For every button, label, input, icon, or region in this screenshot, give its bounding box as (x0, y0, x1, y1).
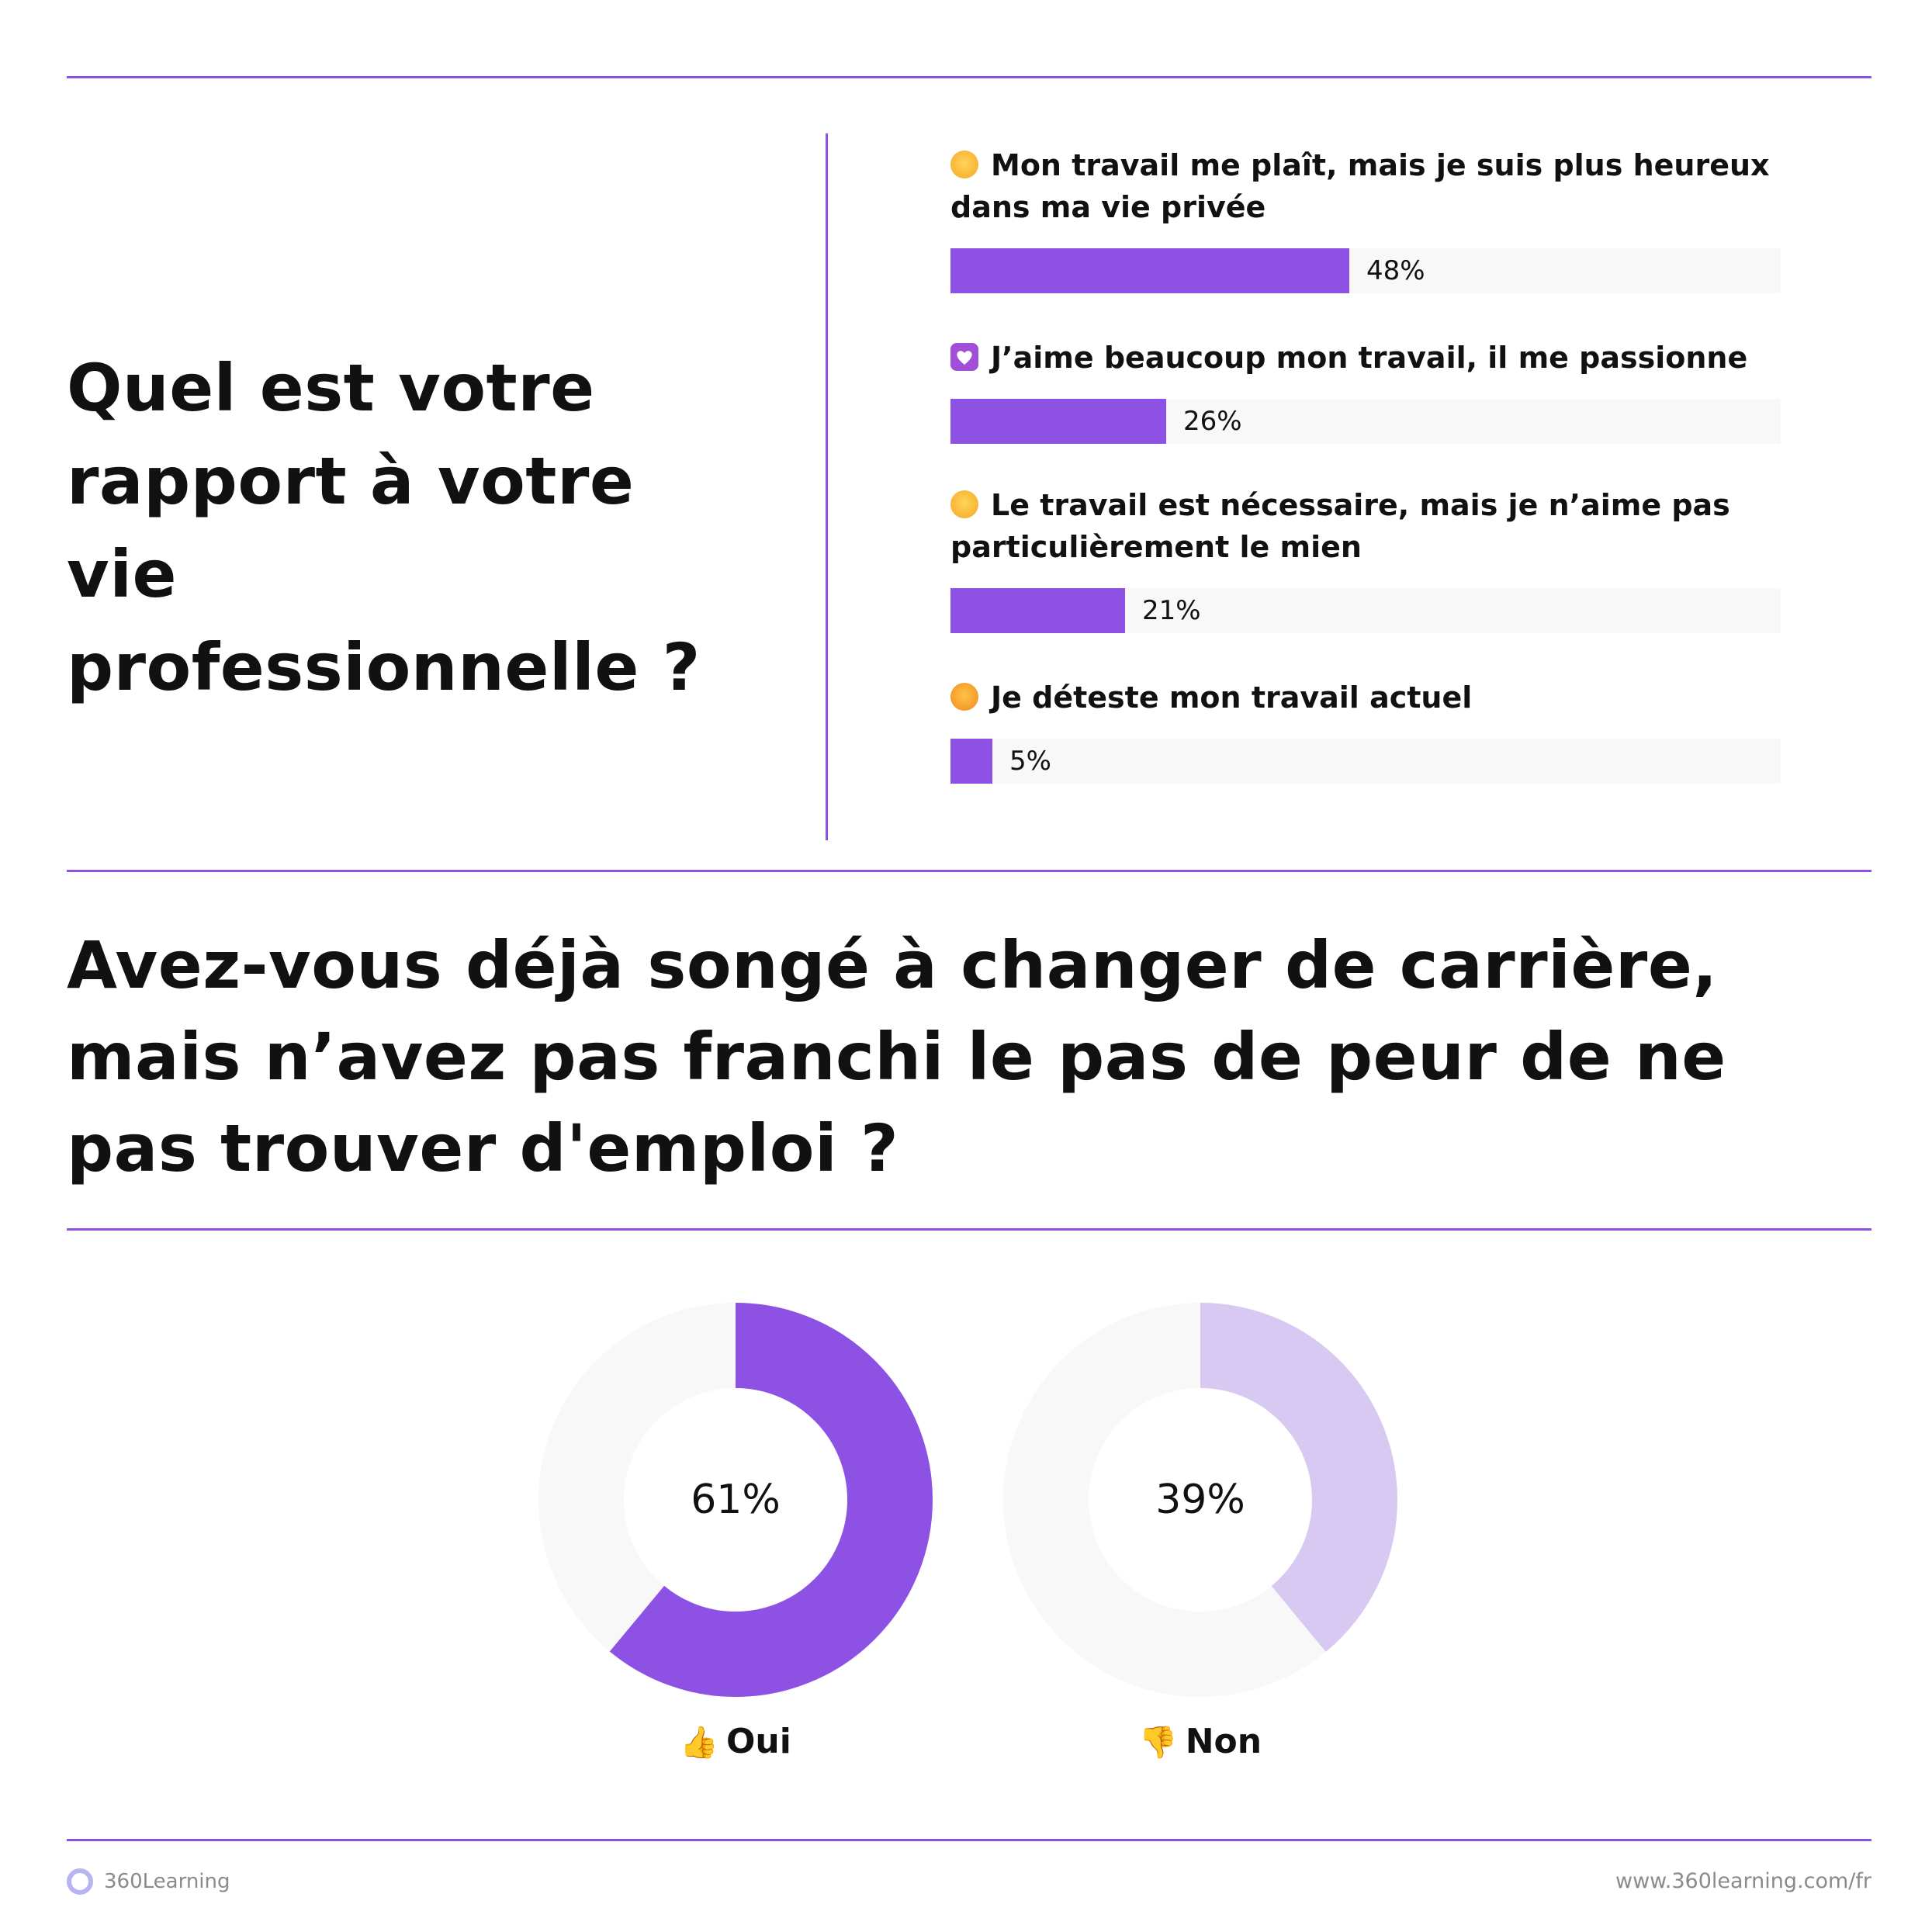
bar-track-4: 5% (950, 739, 1781, 784)
bar-label-2-text: J’aime beaucoup mon travail, il me passi… (991, 341, 1748, 375)
donut-non-value: 39% (1155, 1477, 1245, 1523)
donut-oui-label: 👍 Oui (619, 1719, 852, 1766)
bar-label-1: Mon travail me plaît, mais je suis plus … (950, 144, 1781, 228)
bar-track-2: 26% (950, 399, 1781, 444)
bar-track-3: 21% (950, 588, 1781, 633)
footer-url[interactable]: www.360learning.com/fr (1615, 1869, 1871, 1893)
bar-track-1: 48% (950, 248, 1781, 293)
bar-label-4-text: Je déteste mon travail actuel (991, 680, 1473, 715)
top-divider (67, 76, 1871, 78)
smiling-face-icon (950, 151, 978, 178)
donut-oui-arc (538, 1303, 933, 1697)
donut-oui-value: 61% (691, 1477, 781, 1523)
thumbs-down-icon: 👎 (1138, 1725, 1178, 1761)
donut-non-label: 👎 Non (1084, 1719, 1317, 1766)
donut-oui-svg (538, 1303, 933, 1697)
bar-item-1: Mon travail me plaît, mais je suis plus … (950, 144, 1781, 293)
donut-non: 39% (1002, 1302, 1398, 1698)
angry-face-icon (950, 683, 978, 711)
bottom-divider (67, 1839, 1871, 1841)
question-1-title: Quel est votre rapport à votre vie profe… (67, 350, 701, 705)
donut-non-arc (1003, 1303, 1397, 1697)
footer-logo[interactable]: 360Learning (67, 1862, 230, 1901)
bar-label-1-text: Mon travail me plaît, mais je suis plus … (950, 148, 1770, 224)
bar-item-2: J’aime beaucoup mon travail, il me passi… (950, 337, 1781, 444)
bar-1 (950, 248, 1349, 293)
bar-value-4: 5% (1009, 746, 1051, 777)
bar-label-3-text: Le travail est nécessaire, mais je n’aim… (950, 488, 1730, 564)
neutral-face-icon (950, 490, 978, 518)
bar-item-4: Je déteste mon travail actuel 5% (950, 677, 1781, 784)
heart-icon (950, 343, 978, 371)
bar-label-2: J’aime beaucoup mon travail, il me passi… (950, 337, 1781, 379)
middle-divider (67, 870, 1871, 872)
donut-oui: 61% (538, 1302, 933, 1698)
bar-item-3: Le travail est nécessaire, mais je n’aim… (950, 484, 1781, 633)
donut-oui-label-text: Oui (726, 1722, 791, 1761)
bar-value-3: 21% (1142, 595, 1201, 626)
bar-3 (950, 588, 1125, 633)
logo-ring-icon (67, 1868, 93, 1895)
footer-brand: 360Learning (104, 1870, 230, 1893)
bar-value-1: 48% (1366, 255, 1425, 286)
lower-divider (67, 1228, 1871, 1231)
bar-label-3: Le travail est nécessaire, mais je n’aim… (950, 484, 1781, 568)
bar-value-2: 26% (1183, 406, 1242, 437)
donut-non-svg (1003, 1303, 1397, 1697)
vertical-divider (826, 133, 828, 840)
thumbs-up-icon: 👍 (680, 1725, 718, 1761)
donut-non-label-text: Non (1185, 1722, 1262, 1761)
bar-label-4: Je déteste mon travail actuel (950, 677, 1781, 718)
bar-4 (950, 739, 992, 784)
question-2-title: Avez-vous déjà songé à changer de carriè… (67, 927, 1726, 1186)
bar-2 (950, 399, 1166, 444)
